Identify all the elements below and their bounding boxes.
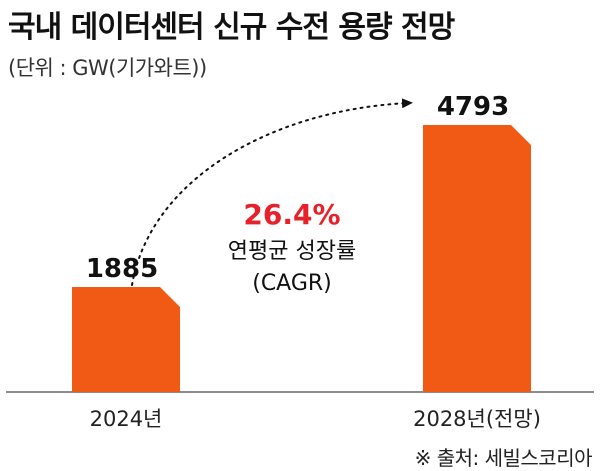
bar-2 [423,125,531,392]
cagr-sublabel: (CAGR) [252,271,332,296]
source-note: ※ 출처: 세빌스코리아 [414,446,593,470]
growth-arrow [131,98,413,286]
value-label-1: 1885 [86,254,158,284]
category-label-2: 2028년(전망) [413,407,541,431]
cagr-value: 26.4% [243,198,340,231]
value-label-2: 4793 [437,92,509,122]
unit-label: (단위 : GW(기가와트)) [8,56,207,80]
bar-1 [72,286,180,392]
chart-title: 국내 데이터센터 신규 수전 용량 전망 [8,10,455,45]
cagr-label: 연평균 성장률 [228,239,356,264]
category-label-1: 2024년 [90,407,163,431]
